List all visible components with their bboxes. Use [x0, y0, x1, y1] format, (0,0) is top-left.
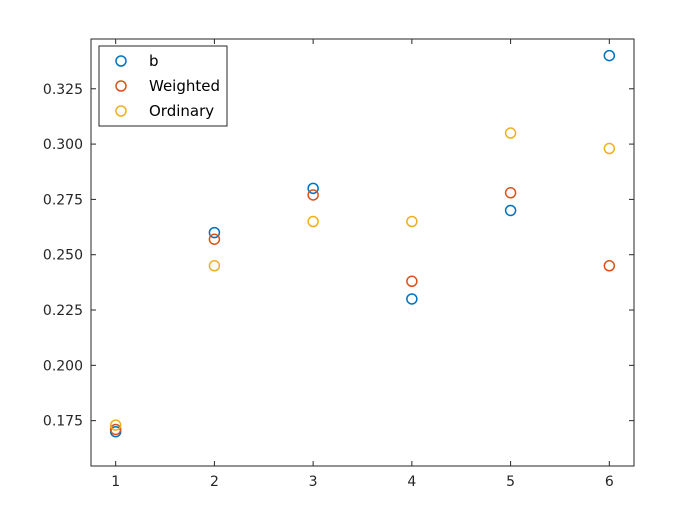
data-point — [406, 293, 418, 305]
data-point — [208, 233, 221, 245]
y-tick-label: 0.325 — [43, 82, 83, 98]
x-tick-label: 6 — [605, 474, 614, 490]
data-point — [109, 423, 122, 436]
x-tick-label: 5 — [506, 474, 515, 490]
series-b — [109, 49, 616, 438]
x-tick-label: 3 — [309, 474, 318, 490]
legend-marker — [115, 80, 127, 92]
y-tick-label: 0.175 — [43, 414, 83, 430]
data-marks — [109, 49, 616, 438]
legend-marker — [115, 55, 127, 67]
data-point — [307, 182, 319, 195]
y-tick-label: 0.225 — [43, 303, 83, 319]
legend-box — [98, 45, 228, 127]
x-tick-label: 1 — [111, 474, 120, 490]
legend: b Weighted Ordinary — [98, 45, 228, 127]
y-tick-label: 0.250 — [43, 248, 83, 264]
y-tick-label: 0.300 — [43, 137, 83, 153]
y-tick-label: 0.275 — [43, 192, 83, 208]
series-ordinary — [109, 127, 616, 431]
data-point — [307, 215, 319, 228]
axis-ticks: 1 2 3 4 5 6 0.175 0.200 0.225 0.250 0.275 0.300 0.32… — [43, 39, 634, 490]
axes-frame — [90, 38, 635, 467]
legend-label: Ordinary — [149, 102, 214, 120]
data-point — [307, 189, 319, 201]
legend-label: Weighted — [149, 77, 220, 95]
y-tick-label: 0.200 — [43, 358, 83, 374]
x-tick-label: 2 — [210, 474, 219, 490]
data-point — [406, 215, 418, 228]
data-point — [208, 260, 221, 272]
data-point — [406, 275, 418, 288]
data-point — [109, 419, 122, 431]
data-point — [603, 49, 616, 62]
data-point — [504, 187, 517, 199]
data-point — [603, 260, 616, 272]
x-tick-label: 4 — [407, 474, 416, 490]
data-point — [208, 226, 221, 239]
legend-marker — [115, 105, 127, 117]
data-point — [504, 204, 517, 217]
series-weighted — [109, 187, 616, 436]
legend-label: b — [149, 52, 159, 70]
data-point — [603, 142, 616, 155]
data-point — [504, 127, 517, 139]
